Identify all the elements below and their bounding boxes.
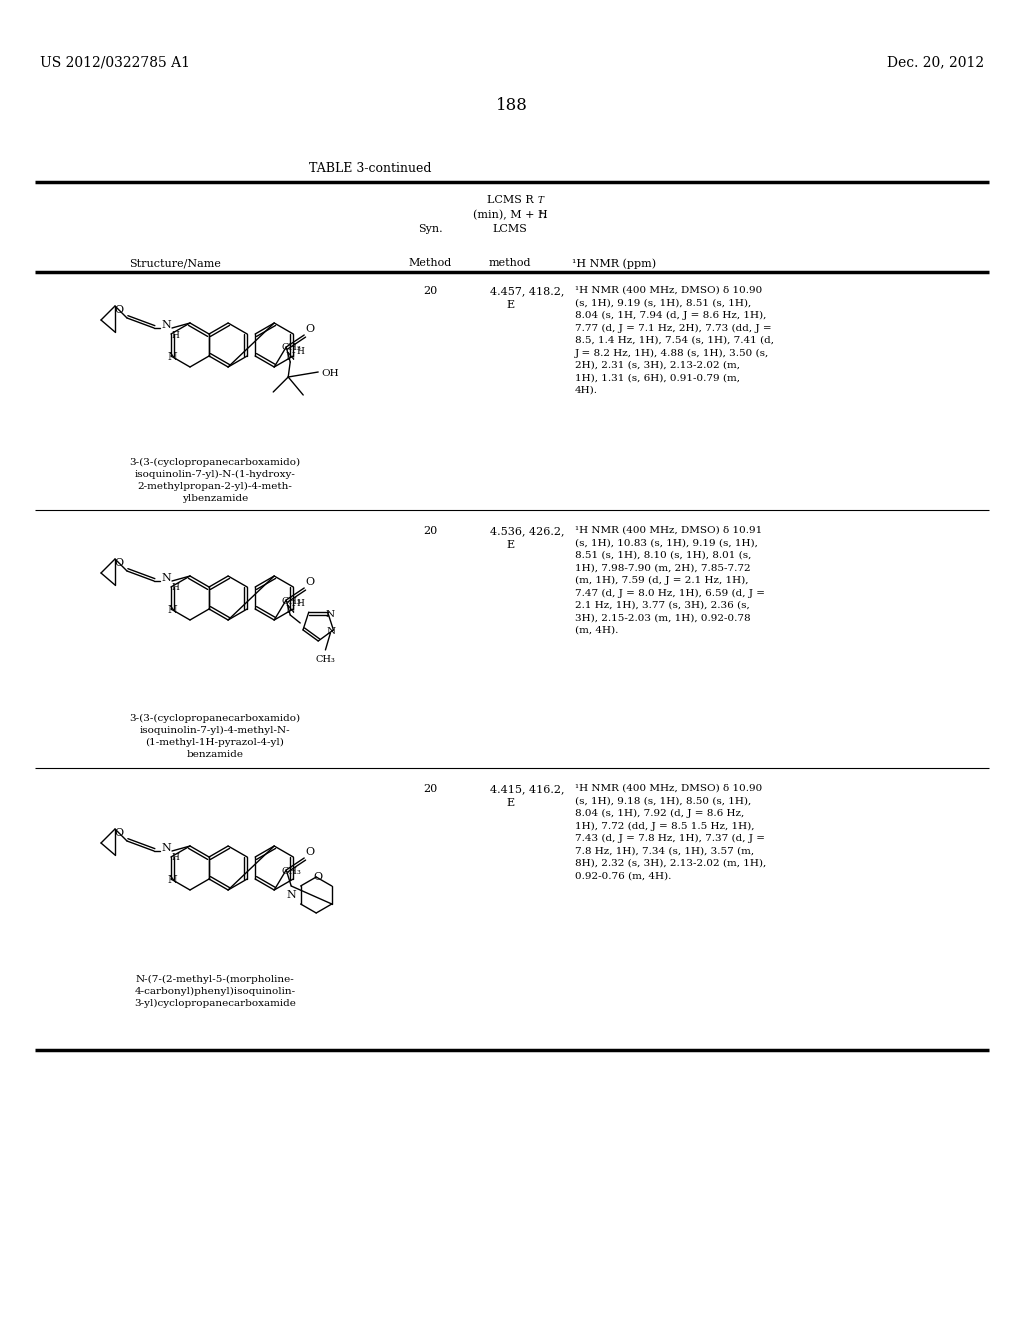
Text: 7.8 Hz, 1H), 7.34 (s, 1H), 3.57 (m,: 7.8 Hz, 1H), 7.34 (s, 1H), 3.57 (m,: [575, 846, 754, 855]
Text: 1H), 7.72 (dd, J = 8.5 1.5 Hz, 1H),: 1H), 7.72 (dd, J = 8.5 1.5 Hz, 1H),: [575, 821, 755, 830]
Text: N-(7-(2-methyl-5-(morpholine-: N-(7-(2-methyl-5-(morpholine-: [135, 975, 294, 985]
Text: 188: 188: [496, 96, 528, 114]
Text: 4H).: 4H).: [575, 385, 598, 395]
Text: 3-(3-(cyclopropanecarboxamido): 3-(3-(cyclopropanecarboxamido): [129, 714, 301, 723]
Text: CH₃: CH₃: [282, 343, 301, 352]
Text: Method: Method: [409, 257, 452, 268]
Text: ¹H NMR (400 MHz, DMSO) δ 10.90: ¹H NMR (400 MHz, DMSO) δ 10.90: [575, 286, 762, 294]
Text: 3-yl)cyclopropanecarboxamide: 3-yl)cyclopropanecarboxamide: [134, 999, 296, 1008]
Text: ¹H NMR (400 MHz, DMSO) δ 10.91: ¹H NMR (400 MHz, DMSO) δ 10.91: [575, 525, 762, 535]
Text: O: O: [115, 828, 124, 838]
Text: Dec. 20, 2012: Dec. 20, 2012: [887, 55, 984, 69]
Text: (s, 1H), 9.18 (s, 1H), 8.50 (s, 1H),: (s, 1H), 9.18 (s, 1H), 8.50 (s, 1H),: [575, 796, 752, 805]
Text: H: H: [171, 854, 179, 862]
Text: 8H), 2.32 (s, 3H), 2.13-2.02 (m, 1H),: 8H), 2.32 (s, 3H), 2.13-2.02 (m, 1H),: [575, 859, 766, 869]
Text: benzamide: benzamide: [186, 750, 244, 759]
Text: LCMS: LCMS: [493, 224, 527, 234]
Text: 8.51 (s, 1H), 8.10 (s, 1H), 8.01 (s,: 8.51 (s, 1H), 8.10 (s, 1H), 8.01 (s,: [575, 550, 752, 560]
Text: (s, 1H), 9.19 (s, 1H), 8.51 (s, 1H),: (s, 1H), 9.19 (s, 1H), 8.51 (s, 1H),: [575, 298, 752, 308]
Text: 2H), 2.31 (s, 3H), 2.13-2.02 (m,: 2H), 2.31 (s, 3H), 2.13-2.02 (m,: [575, 360, 740, 370]
Text: 3-(3-(cyclopropanecarboxamido): 3-(3-(cyclopropanecarboxamido): [129, 458, 301, 467]
Text: ⁺,: ⁺,: [538, 210, 547, 219]
Text: H: H: [296, 599, 304, 609]
Text: E: E: [506, 540, 514, 550]
Text: N: N: [161, 319, 171, 330]
Text: 20: 20: [423, 784, 437, 795]
Text: N: N: [286, 352, 295, 362]
Text: O: O: [115, 305, 124, 315]
Text: O: O: [305, 323, 314, 334]
Text: (m, 4H).: (m, 4H).: [575, 626, 618, 635]
Text: CH₃: CH₃: [315, 656, 336, 664]
Text: N: N: [286, 605, 295, 615]
Text: N: N: [287, 890, 296, 900]
Text: N: N: [167, 605, 177, 615]
Text: Structure/Name: Structure/Name: [129, 257, 221, 268]
Text: H: H: [296, 346, 304, 355]
Text: H: H: [171, 330, 179, 339]
Text: (s, 1H), 10.83 (s, 1H), 9.19 (s, 1H),: (s, 1H), 10.83 (s, 1H), 9.19 (s, 1H),: [575, 539, 758, 548]
Text: J = 8.2 Hz, 1H), 4.88 (s, 1H), 3.50 (s,: J = 8.2 Hz, 1H), 4.88 (s, 1H), 3.50 (s,: [575, 348, 769, 358]
Text: 1H), 1.31 (s, 6H), 0.91-0.79 (m,: 1H), 1.31 (s, 6H), 0.91-0.79 (m,: [575, 374, 740, 383]
Text: 8.5, 1.4 Hz, 1H), 7.54 (s, 1H), 7.41 (d,: 8.5, 1.4 Hz, 1H), 7.54 (s, 1H), 7.41 (d,: [575, 337, 774, 345]
Text: 20: 20: [423, 286, 437, 296]
Text: T: T: [538, 195, 544, 205]
Text: N: N: [167, 352, 177, 362]
Text: Syn.: Syn.: [418, 224, 442, 234]
Text: E: E: [506, 799, 514, 808]
Text: 20: 20: [423, 525, 437, 536]
Text: 0.92-0.76 (m, 4H).: 0.92-0.76 (m, 4H).: [575, 871, 672, 880]
Text: 2.1 Hz, 1H), 3.77 (s, 3H), 2.36 (s,: 2.1 Hz, 1H), 3.77 (s, 3H), 2.36 (s,: [575, 601, 750, 610]
Text: US 2012/0322785 A1: US 2012/0322785 A1: [40, 55, 190, 69]
Text: LCMS R: LCMS R: [486, 195, 534, 205]
Text: (min), M + H: (min), M + H: [473, 210, 548, 220]
Text: N: N: [327, 627, 336, 636]
Text: ¹H NMR (ppm): ¹H NMR (ppm): [572, 257, 656, 268]
Text: TABLE 3-continued: TABLE 3-continued: [309, 162, 431, 176]
Text: O: O: [115, 558, 124, 568]
Text: 7.47 (d, J = 8.0 Hz, 1H), 6.59 (d, J =: 7.47 (d, J = 8.0 Hz, 1H), 6.59 (d, J =: [575, 589, 765, 598]
Text: isoquinolin-7-yl)-N-(1-hydroxy-: isoquinolin-7-yl)-N-(1-hydroxy-: [134, 470, 296, 479]
Text: OH: OH: [322, 370, 339, 379]
Text: method: method: [488, 257, 531, 268]
Text: H: H: [171, 583, 179, 593]
Text: 1H), 7.98-7.90 (m, 2H), 7.85-7.72: 1H), 7.98-7.90 (m, 2H), 7.85-7.72: [575, 564, 751, 573]
Text: 8.04 (s, 1H, 7.94 (d, J = 8.6 Hz, 1H),: 8.04 (s, 1H, 7.94 (d, J = 8.6 Hz, 1H),: [575, 312, 766, 321]
Text: 3H), 2.15-2.03 (m, 1H), 0.92-0.78: 3H), 2.15-2.03 (m, 1H), 0.92-0.78: [575, 614, 751, 623]
Text: E: E: [506, 300, 514, 310]
Text: O: O: [305, 847, 314, 857]
Text: (1-methyl-1H-pyrazol-4-yl): (1-methyl-1H-pyrazol-4-yl): [145, 738, 285, 747]
Text: CH₃: CH₃: [282, 866, 301, 875]
Text: CH₃: CH₃: [282, 597, 301, 606]
Text: 7.43 (d, J = 7.8 Hz, 1H), 7.37 (d, J =: 7.43 (d, J = 7.8 Hz, 1H), 7.37 (d, J =: [575, 834, 765, 843]
Text: ¹H NMR (400 MHz, DMSO) δ 10.90: ¹H NMR (400 MHz, DMSO) δ 10.90: [575, 784, 762, 793]
Text: O: O: [305, 577, 314, 587]
Text: N: N: [161, 573, 171, 583]
Text: N: N: [161, 843, 171, 853]
Text: 2-methylpropan-2-yl)-4-meth-: 2-methylpropan-2-yl)-4-meth-: [137, 482, 293, 491]
Text: isoquinolin-7-yl)-4-methyl-N-: isoquinolin-7-yl)-4-methyl-N-: [139, 726, 291, 735]
Text: 7.77 (d, J = 7.1 Hz, 2H), 7.73 (dd, J =: 7.77 (d, J = 7.1 Hz, 2H), 7.73 (dd, J =: [575, 323, 772, 333]
Text: 4.415, 416.2,: 4.415, 416.2,: [490, 784, 564, 795]
Text: ylbenzamide: ylbenzamide: [182, 494, 248, 503]
Text: (m, 1H), 7.59 (d, J = 2.1 Hz, 1H),: (m, 1H), 7.59 (d, J = 2.1 Hz, 1H),: [575, 576, 749, 585]
Text: N: N: [325, 610, 334, 619]
Text: N: N: [167, 875, 177, 884]
Text: 4.536, 426.2,: 4.536, 426.2,: [490, 525, 564, 536]
Text: 4.457, 418.2,: 4.457, 418.2,: [490, 286, 564, 296]
Text: 8.04 (s, 1H), 7.92 (d, J = 8.6 Hz,: 8.04 (s, 1H), 7.92 (d, J = 8.6 Hz,: [575, 809, 744, 818]
Text: 4-carbonyl)phenyl)isoquinolin-: 4-carbonyl)phenyl)isoquinolin-: [134, 987, 296, 997]
Text: O: O: [313, 873, 323, 882]
